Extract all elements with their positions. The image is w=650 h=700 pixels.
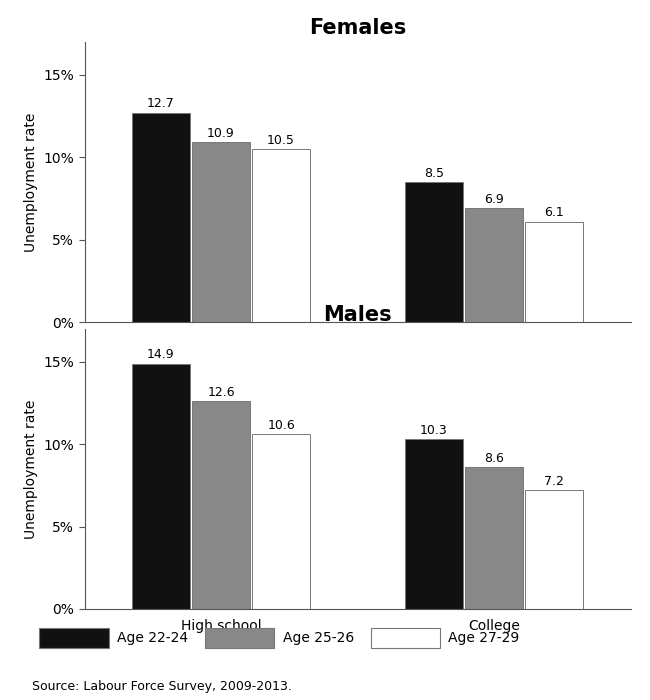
Text: 10.9: 10.9 xyxy=(207,127,235,140)
Text: 10.6: 10.6 xyxy=(267,419,295,432)
Text: 12.6: 12.6 xyxy=(207,386,235,399)
Y-axis label: Unemployment rate: Unemployment rate xyxy=(24,112,38,252)
Bar xyxy=(525,491,583,609)
Text: 8.5: 8.5 xyxy=(424,167,444,179)
Bar xyxy=(132,113,190,322)
Title: Males: Males xyxy=(323,304,392,325)
Bar xyxy=(525,221,583,322)
Text: 7.2: 7.2 xyxy=(544,475,564,488)
Bar xyxy=(465,209,523,322)
Text: 14.9: 14.9 xyxy=(147,348,175,361)
Text: 12.7: 12.7 xyxy=(147,97,175,111)
Text: 6.1: 6.1 xyxy=(544,206,564,219)
Bar xyxy=(465,468,523,609)
Bar xyxy=(132,363,190,609)
Legend: Age 22-24, Age 25-26, Age 27-29: Age 22-24, Age 25-26, Age 27-29 xyxy=(40,628,520,648)
Text: Source: Labour Force Survey, 2009-2013.: Source: Labour Force Survey, 2009-2013. xyxy=(32,680,292,693)
Text: 10.3: 10.3 xyxy=(420,424,448,437)
Bar xyxy=(405,182,463,322)
Text: 8.6: 8.6 xyxy=(484,452,504,465)
Bar xyxy=(405,440,463,609)
Text: 10.5: 10.5 xyxy=(267,134,295,146)
Bar xyxy=(252,149,310,322)
Bar xyxy=(192,402,250,609)
Y-axis label: Unemployment rate: Unemployment rate xyxy=(24,399,38,539)
Title: Females: Females xyxy=(309,18,406,38)
Text: 6.9: 6.9 xyxy=(484,193,504,206)
Bar xyxy=(252,435,310,609)
Bar xyxy=(192,143,250,322)
